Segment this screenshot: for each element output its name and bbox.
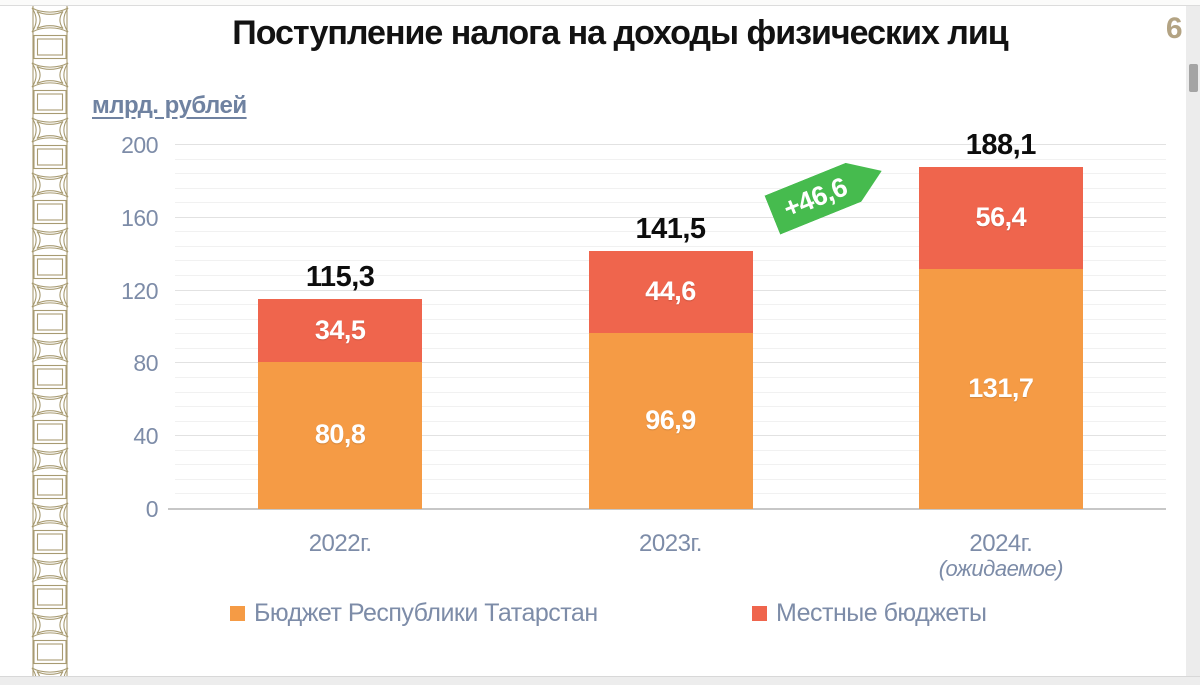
bar-total-value: 115,3 [305,261,375,294]
bar-2022г.: 80,8 34,5 115,3 [258,145,423,509]
y-tick-label: 200 [121,132,158,158]
bar-segment [918,166,1083,270]
bar-segment-value: 80,8 [314,419,366,450]
y-tick-label: 0 [145,496,159,522]
gridline [175,202,1166,204]
bar-total-value: 141,5 [635,213,706,246]
y-tick-label: 80 [133,350,158,377]
ornament-border [25,6,75,676]
bar-segment-value: 96,9 [645,404,696,435]
gridline [175,231,1166,233]
bar-segment [918,269,1083,509]
bar-segment-value: 34,5 [314,314,366,345]
legend-label: Бюджет Республики Татарстан [254,598,598,627]
scrollbar-track[interactable] [1186,6,1200,676]
gridline [175,158,1166,160]
gridline [175,216,1166,218]
bar-segment [258,361,423,509]
bar-segment [258,299,423,362]
x-tick-label: 2024г. (ожидаемое) [891,531,1111,581]
bar-segment [588,332,753,509]
y-tick-label: 160 [121,204,158,231]
gridline [175,144,1166,145]
legend-label: Местные бюджеты [776,598,987,627]
x-axis-line [168,508,1166,510]
chart-title: Поступление налога на доходы физических … [232,14,1008,52]
bar-segment [588,251,753,333]
bar-segment-value: 44,6 [645,276,696,307]
x-tick-note: (ожидаемое) [938,556,1064,581]
x-tick-label: 2023г. [639,530,702,557]
scrollbar-thumb[interactable] [1189,64,1198,92]
bar-2023г.: 96,9 44,6 141,5 [588,145,753,509]
chart-legend: Бюджет Республики Татарстан Местные бюдже… [0,598,1200,628]
chart-plot-area: 80,8 34,5 115,3 96,9 44,6 141,5 131,7 56,4 188,1 [168,129,1166,510]
x-tick-label: 2022г. [308,530,372,557]
page-number: 6 [1165,12,1183,45]
slide-top-margin [0,0,1200,5]
gridline [175,173,1166,175]
gridline [175,245,1166,247]
legend-swatch-icon [230,605,245,621]
bar-segment-value: 131,7 [968,373,1034,404]
bar-segment-value: 56,4 [975,201,1027,232]
axis-unit-label: млрд. рублей [92,92,247,119]
slide-bottom-bar [0,676,1200,685]
legend-swatch-icon [752,605,767,621]
y-tick-label: 120 [121,277,158,304]
legend-item: Местные бюджеты [752,598,987,628]
y-tick-label: 40 [133,423,158,450]
gridline [175,187,1166,189]
legend-item: Бюджет Республики Татарстан [230,598,598,628]
bar-total-value: 188,1 [965,128,1037,161]
bar-2024г.: 131,7 56,4 188,1 [918,129,1083,509]
slide-top-border [0,5,1200,6]
